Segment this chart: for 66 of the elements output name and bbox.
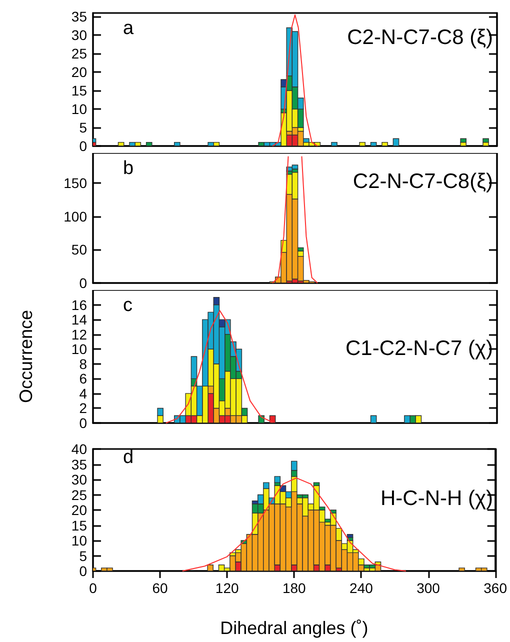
bar — [207, 564, 214, 571]
bar — [274, 476, 281, 483]
x-tick-label: 60 — [152, 580, 168, 596]
line-series — [165, 310, 274, 424]
y-tick-label: 35 — [71, 8, 88, 25]
y-tick-label: 6 — [79, 370, 88, 387]
y-tick-label: 10 — [71, 101, 88, 118]
y-tick-label: 0 — [79, 138, 88, 154]
bar — [392, 138, 400, 146]
y-tick-label: 8 — [79, 356, 88, 372]
y-tick-label: 4 — [79, 385, 88, 402]
y-tick-label: 100 — [64, 208, 88, 224]
y-tick-label: 20 — [71, 64, 88, 80]
y-tick-label: 15 — [71, 517, 88, 534]
bar — [331, 142, 338, 146]
annotation: d — [123, 447, 134, 468]
x-axis-title: Dihedral angles (˚) — [220, 618, 368, 638]
bar — [458, 568, 465, 571]
y-tick-label: 0 — [79, 415, 88, 431]
bar — [382, 142, 388, 146]
y-tick-label: 50 — [71, 242, 88, 258]
annotation: c — [123, 295, 132, 316]
x-tick-label: 0 — [89, 580, 98, 596]
line-series — [272, 14, 318, 146]
y-axis-title: Occurrence — [16, 310, 36, 404]
x-tick-label: 240 — [350, 580, 374, 596]
annotation: a — [123, 18, 134, 39]
annotation: H-C-N-H (χ) — [380, 487, 494, 510]
bar — [359, 142, 366, 146]
y-tick-label: 20 — [71, 502, 88, 518]
bar — [482, 142, 489, 146]
y-tick-label: 2 — [79, 400, 88, 416]
x-tick-label: 360 — [484, 580, 508, 596]
annotation: C2-N-C7-C8 (ξ) — [347, 26, 494, 49]
bar — [460, 138, 466, 143]
y-tick-label: 10 — [71, 532, 88, 548]
bar — [370, 415, 377, 423]
y-tick-label: 40 — [71, 441, 88, 457]
y-tick-label: 15 — [71, 82, 88, 99]
y-tick-label: 16 — [71, 296, 88, 313]
y-tick-label: 5 — [79, 548, 88, 564]
y-tick-label: 0 — [79, 563, 88, 579]
y-tick-label: 0 — [79, 275, 88, 291]
annotation: C1-C2-N-C7 (χ) — [345, 337, 494, 360]
bar — [118, 142, 124, 146]
annotation: C2-N-C7-C8(ξ) — [352, 170, 494, 193]
x-tick-label: 300 — [416, 580, 440, 596]
y-tick-label: 25 — [71, 46, 88, 62]
y-tick-label: 150 — [64, 175, 88, 191]
bar — [460, 142, 466, 146]
y-tick-label: 30 — [71, 27, 88, 44]
bar — [370, 142, 377, 146]
bar — [146, 142, 152, 146]
x-tick-label: 120 — [215, 580, 239, 596]
y-tick-label: 14 — [71, 312, 88, 328]
annotation: b — [123, 158, 134, 179]
y-tick-label: 35 — [71, 456, 88, 472]
y-tick-label: 5 — [79, 120, 88, 136]
y-tick-label: 30 — [71, 472, 88, 488]
y-tick-label: 10 — [71, 341, 88, 358]
bar — [174, 142, 180, 146]
y-tick-label: 12 — [71, 326, 88, 342]
bar — [346, 534, 354, 538]
bar — [482, 138, 489, 143]
x-tick-label: 180 — [282, 580, 306, 596]
y-tick-label: 25 — [71, 486, 88, 503]
